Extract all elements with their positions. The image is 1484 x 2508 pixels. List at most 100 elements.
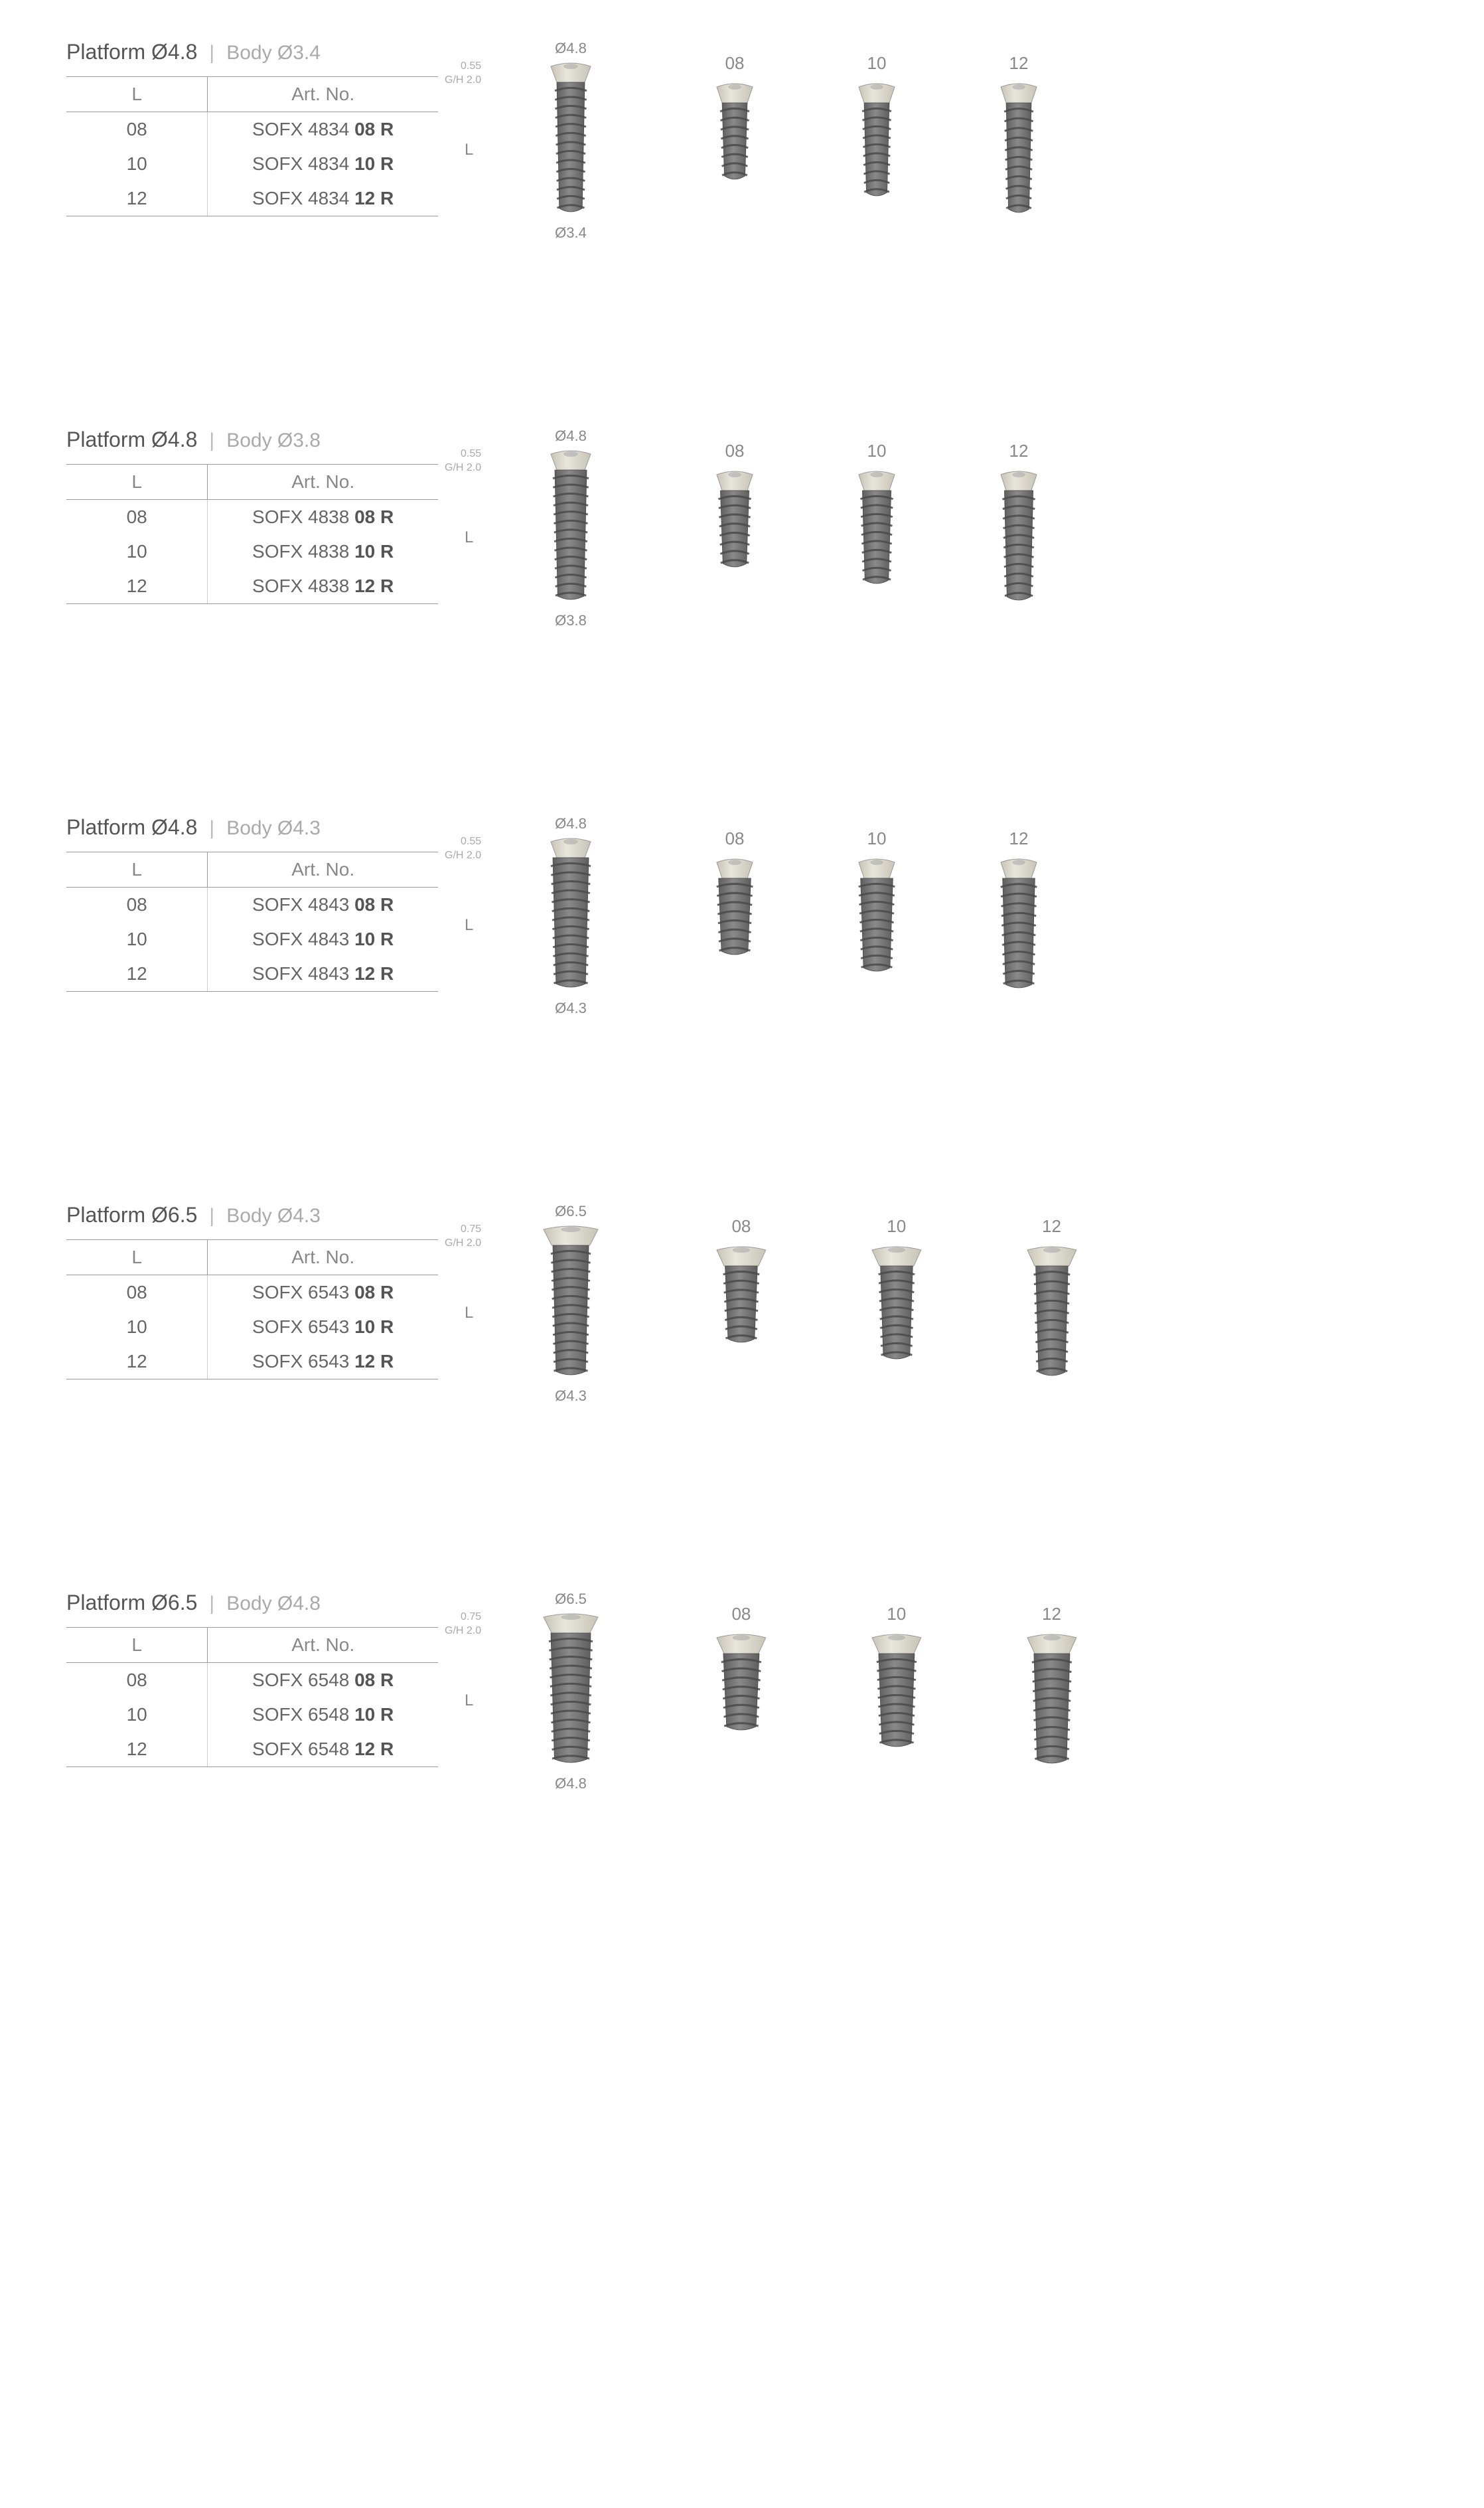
platform-label: Platform Ø4.8 [66, 40, 197, 64]
body-label: Body Ø4.3 [226, 817, 321, 840]
length-cell: 10 [66, 922, 208, 957]
length-cell: 08 [66, 1663, 208, 1698]
col-artno: Art. No. [208, 1628, 438, 1663]
variant-length-label: 08 [731, 1604, 751, 1624]
artno-cell: SOFX 6548 10 R [208, 1697, 438, 1732]
body-label: Body Ø4.3 [226, 1205, 321, 1227]
variant-row: 08 10 12 [704, 40, 1050, 220]
length-cell: 12 [66, 569, 208, 604]
variant-length-label: 10 [867, 828, 887, 849]
table-row: 08 SOFX 4834 08 R [66, 112, 438, 147]
platform-label: Platform Ø4.8 [66, 428, 197, 452]
variant-item: 12 [988, 828, 1050, 995]
variant-item: 12 [1014, 1216, 1090, 1383]
artno-cell: SOFX 4838 10 R [208, 534, 438, 569]
variant-item: 08 [704, 1604, 779, 1737]
col-artno: Art. No. [208, 852, 438, 888]
table-row: 12 SOFX 4834 12 R [66, 181, 438, 216]
artno-cell: SOFX 4838 08 R [208, 500, 438, 535]
col-L: L [66, 1240, 208, 1275]
spec-table-block: Platform Ø6.5 | Body Ø4.8 L Art. No. 08 … [66, 1591, 438, 1767]
side-dimensions: 0.75 G/H 2.0 [445, 1223, 481, 1251]
variant-length-label: 12 [1009, 828, 1029, 849]
spec-table: L Art. No. 08 SOFX 4838 08 R 10 SOFX 483… [66, 464, 438, 604]
bottom-diameter: Ø4.8 [555, 1775, 587, 1792]
product-section: Platform Ø4.8 | Body Ø3.4 L Art. No. 08 … [66, 40, 1418, 242]
length-label: L [465, 141, 473, 159]
dimension-diagram: Ø6.5 0.75 G/H 2.0 L Ø4.3 [478, 1203, 664, 1405]
table-row: 08 SOFX 4838 08 R [66, 500, 438, 535]
variant-item: 08 [704, 53, 766, 187]
side-dimensions: 0.55 G/H 2.0 [445, 60, 481, 88]
artno-cell: SOFX 6543 08 R [208, 1275, 438, 1310]
variant-item: 10 [846, 828, 908, 979]
artno-cell: SOFX 4834 08 R [208, 112, 438, 147]
separator: | [209, 817, 214, 840]
length-cell: 10 [66, 534, 208, 569]
platform-label: Platform Ø4.8 [66, 815, 197, 840]
length-cell: 08 [66, 888, 208, 923]
spec-table-block: Platform Ø4.8 | Body Ø3.8 L Art. No. 08 … [66, 428, 438, 604]
variant-item: 08 [704, 1216, 779, 1350]
spec-table: L Art. No. 08 SOFX 4834 08 R 10 SOFX 483… [66, 76, 438, 216]
col-L: L [66, 852, 208, 888]
length-cell: 08 [66, 500, 208, 535]
length-label: L [465, 916, 473, 935]
table-row: 12 SOFX 6548 12 R [66, 1732, 438, 1767]
length-label: L [465, 1691, 473, 1710]
length-label: L [465, 1304, 473, 1322]
table-row: 08 SOFX 4843 08 R [66, 888, 438, 923]
artno-cell: SOFX 4838 12 R [208, 569, 438, 604]
table-row: 10 SOFX 6543 10 R [66, 1310, 438, 1344]
variant-item: 12 [988, 441, 1050, 607]
variant-length-label: 08 [725, 828, 745, 849]
variant-row: 08 10 12 [704, 815, 1050, 995]
separator: | [209, 1593, 214, 1615]
variant-item: 10 [846, 53, 908, 203]
artno-cell: SOFX 4843 12 R [208, 957, 438, 992]
artno-cell: SOFX 6543 10 R [208, 1310, 438, 1344]
spec-table: L Art. No. 08 SOFX 4843 08 R 10 SOFX 484… [66, 852, 438, 992]
spec-table-block: Platform Ø4.8 | Body Ø4.3 L Art. No. 08 … [66, 815, 438, 992]
variant-length-label: 10 [867, 53, 887, 74]
platform-label: Platform Ø6.5 [66, 1203, 197, 1227]
variant-length-label: 12 [1042, 1604, 1061, 1624]
variant-row: 08 10 12 [704, 1591, 1089, 1770]
top-diameter: Ø4.8 [555, 40, 587, 57]
length-cell: 12 [66, 1344, 208, 1379]
variant-length-label: 12 [1009, 441, 1029, 461]
col-L: L [66, 77, 208, 112]
table-row: 12 SOFX 4843 12 R [66, 957, 438, 992]
spec-table: L Art. No. 08 SOFX 6548 08 R 10 SOFX 654… [66, 1627, 438, 1767]
separator: | [209, 42, 214, 64]
variant-length-label: 12 [1042, 1216, 1061, 1237]
top-diameter: Ø4.8 [555, 815, 587, 832]
col-L: L [66, 1628, 208, 1663]
length-cell: 10 [66, 1310, 208, 1344]
artno-cell: SOFX 6548 12 R [208, 1732, 438, 1767]
bottom-diameter: Ø4.3 [555, 1000, 587, 1017]
variant-length-label: 12 [1009, 53, 1029, 74]
body-label: Body Ø3.4 [226, 42, 321, 64]
artno-cell: SOFX 4843 08 R [208, 888, 438, 923]
product-section: Platform Ø4.8 | Body Ø4.3 L Art. No. 08 … [66, 815, 1418, 1017]
variant-row: 08 10 12 [704, 428, 1050, 607]
dimension-diagram: Ø4.8 0.55 G/H 2.0 L Ø3.8 [478, 428, 664, 629]
side-dimensions: 0.55 G/H 2.0 [445, 447, 481, 475]
variant-item: 10 [859, 1216, 934, 1366]
spec-table: L Art. No. 08 SOFX 6543 08 R 10 SOFX 654… [66, 1239, 438, 1379]
variant-length-label: 08 [725, 53, 745, 74]
artno-cell: SOFX 4843 10 R [208, 922, 438, 957]
table-row: 10 SOFX 4834 10 R [66, 147, 438, 181]
col-artno: Art. No. [208, 77, 438, 112]
separator: | [209, 1205, 214, 1227]
variant-length-label: 10 [887, 1604, 906, 1624]
top-diameter: Ø6.5 [555, 1591, 587, 1608]
length-label: L [465, 528, 473, 547]
body-label: Body Ø4.8 [226, 1593, 321, 1615]
top-diameter: Ø6.5 [555, 1203, 587, 1220]
variant-length-label: 08 [725, 441, 745, 461]
variant-item: 08 [704, 828, 766, 962]
separator: | [209, 430, 214, 452]
artno-cell: SOFX 4834 12 R [208, 181, 438, 216]
